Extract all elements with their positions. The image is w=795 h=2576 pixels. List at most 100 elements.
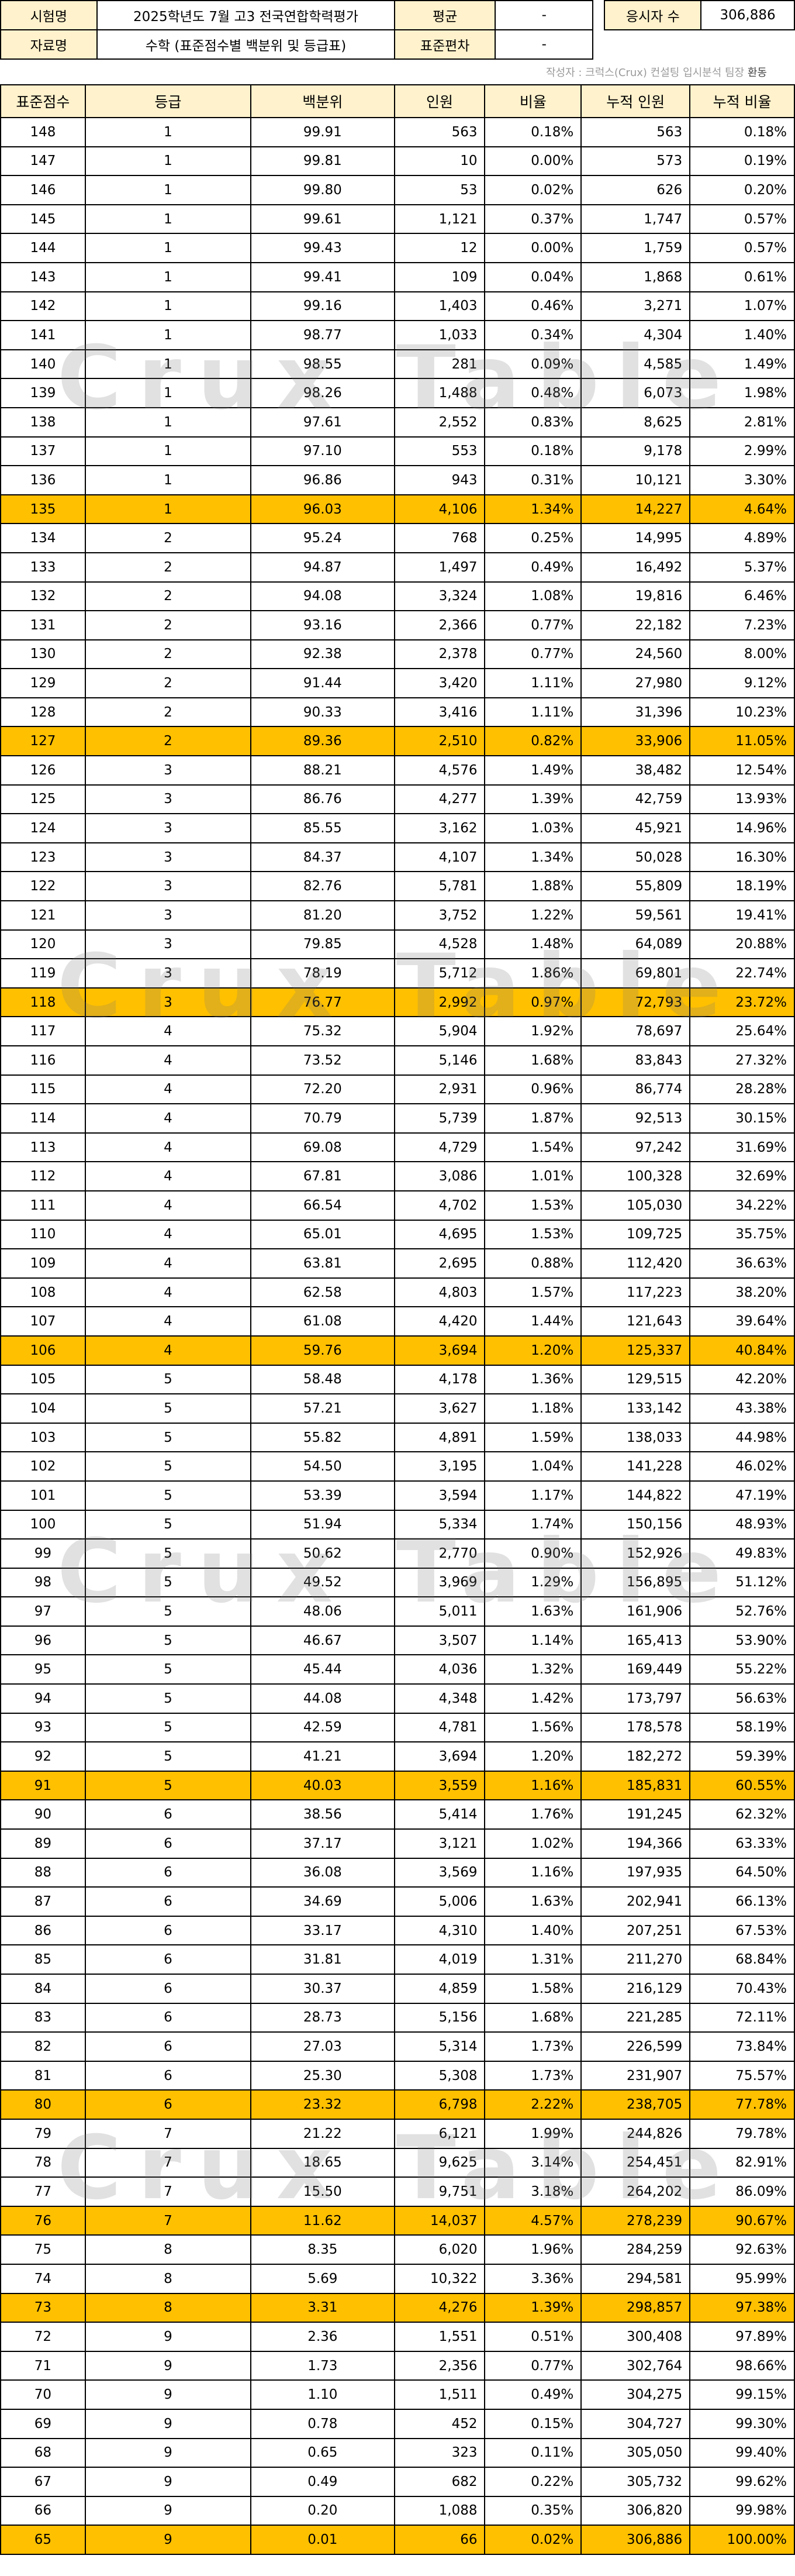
cell-standard-score: 91 xyxy=(0,1770,86,1801)
cell-grade: 9 xyxy=(84,2525,252,2555)
cell-cumulative-count: 182,272 xyxy=(580,1741,691,1772)
table-row: 65 9 0.01 66 0.02% 306,886 100.00% xyxy=(0,2525,795,2555)
cell-grade: 3 xyxy=(84,784,252,815)
table-row: 90 6 38.56 5,414 1.76% 191,245 62.32% xyxy=(0,1799,795,1830)
cell-cumulative-count: 8,625 xyxy=(580,407,691,438)
cell-count: 2,552 xyxy=(393,407,486,438)
cell-cumulative-count: 27,980 xyxy=(580,668,691,698)
cell-cumulative-count: 305,050 xyxy=(580,2437,691,2468)
cell-grade: 8 xyxy=(84,2292,252,2323)
cell-count: 4,891 xyxy=(393,1422,486,1453)
cell-percentile: 92.38 xyxy=(250,639,395,670)
cell-ratio: 1.20% xyxy=(484,1741,582,1772)
cell-count: 1,488 xyxy=(393,378,486,408)
cell-percentile: 23.32 xyxy=(250,2089,395,2120)
cell-standard-score: 118 xyxy=(0,987,86,1018)
cell-count: 5,712 xyxy=(393,958,486,989)
table-row: 134 2 95.24 768 0.25% 14,995 4.89% xyxy=(0,523,795,553)
cell-count: 3,507 xyxy=(393,1625,486,1656)
cell-grade: 3 xyxy=(84,755,252,786)
table-row: 72 9 2.36 1,551 0.51% 300,408 97.89% xyxy=(0,2322,795,2352)
cell-grade: 9 xyxy=(84,2322,252,2352)
cell-cumulative-ratio: 59.39% xyxy=(689,1741,795,1772)
cell-cumulative-ratio: 28.28% xyxy=(689,1074,795,1105)
table-row: 116 4 73.52 5,146 1.68% 83,843 27.32% xyxy=(0,1045,795,1076)
cell-count: 5,334 xyxy=(393,1509,486,1540)
cell-grade: 3 xyxy=(84,929,252,960)
exam-info-table: 시험명 2025학년도 7월 고3 전국연합학력평가 평균 - 응시자 수 30… xyxy=(0,0,795,60)
cell-cumulative-ratio: 77.78% xyxy=(689,2089,795,2120)
cell-count: 3,969 xyxy=(393,1567,486,1598)
table-row: 75 8 8.35 6,020 1.96% 284,259 92.63% xyxy=(0,2234,795,2265)
cell-cumulative-ratio: 58.19% xyxy=(689,1712,795,1743)
cell-ratio: 0.22% xyxy=(484,2467,582,2497)
cell-cumulative-ratio: 5.37% xyxy=(689,552,795,583)
cell-standard-score: 141 xyxy=(0,320,86,350)
cell-cumulative-count: 50,028 xyxy=(580,842,691,873)
cell-grade: 4 xyxy=(84,1161,252,1191)
cell-count: 3,121 xyxy=(393,1828,486,1859)
cell-ratio: 0.18% xyxy=(484,436,582,467)
cell-count: 6,798 xyxy=(393,2089,486,2120)
cell-percentile: 54.50 xyxy=(250,1451,395,1482)
table-row: 91 5 40.03 3,559 1.16% 185,831 60.55% xyxy=(0,1770,795,1801)
cell-cumulative-ratio: 68.84% xyxy=(689,1944,795,1975)
cell-grade: 4 xyxy=(84,1248,252,1279)
cell-cumulative-count: 117,223 xyxy=(580,1277,691,1308)
table-row: 88 6 36.08 3,569 1.16% 197,935 64.50% xyxy=(0,1857,795,1888)
cell-standard-score: 66 xyxy=(0,2495,86,2526)
cell-standard-score: 101 xyxy=(0,1480,86,1511)
cell-count: 4,420 xyxy=(393,1306,486,1337)
cell-standard-score: 138 xyxy=(0,407,86,438)
cell-standard-score: 96 xyxy=(0,1625,86,1656)
cell-count: 4,729 xyxy=(393,1132,486,1163)
cell-count: 281 xyxy=(393,349,486,380)
cell-cumulative-count: 9,178 xyxy=(580,436,691,467)
cell-cumulative-count: 86,774 xyxy=(580,1074,691,1105)
cell-cumulative-ratio: 4.89% xyxy=(689,523,795,553)
cell-percentile: 72.20 xyxy=(250,1074,395,1105)
cell-grade: 1 xyxy=(84,378,252,408)
cell-cumulative-ratio: 53.90% xyxy=(689,1625,795,1656)
cell-cumulative-count: 202,941 xyxy=(580,1886,691,1917)
cell-cumulative-count: 97,242 xyxy=(580,1132,691,1163)
cell-cumulative-ratio: 46.02% xyxy=(689,1451,795,1482)
cell-grade: 6 xyxy=(84,2002,252,2033)
cell-cumulative-count: 24,560 xyxy=(580,639,691,670)
cell-cumulative-ratio: 90.67% xyxy=(689,2205,795,2236)
cell-grade: 2 xyxy=(84,668,252,698)
cell-ratio: 1.34% xyxy=(484,842,582,873)
table-row: 130 2 92.38 2,378 0.77% 24,560 8.00% xyxy=(0,639,795,670)
cell-count: 3,324 xyxy=(393,581,486,612)
cell-count: 9,751 xyxy=(393,2176,486,2207)
cell-percentile: 0.01 xyxy=(250,2525,395,2555)
cell-cumulative-ratio: 6.46% xyxy=(689,581,795,612)
cell-standard-score: 144 xyxy=(0,233,86,263)
cell-percentile: 0.49 xyxy=(250,2467,395,2497)
cell-percentile: 30.37 xyxy=(250,1974,395,2004)
cell-ratio: 1.40% xyxy=(484,1915,582,1946)
cell-standard-score: 112 xyxy=(0,1161,86,1191)
cell-cumulative-ratio: 44.98% xyxy=(689,1422,795,1453)
cell-count: 2,695 xyxy=(393,1248,486,1279)
cell-grade: 4 xyxy=(84,1306,252,1337)
cell-cumulative-count: 129,515 xyxy=(580,1364,691,1395)
cell-cumulative-ratio: 35.75% xyxy=(689,1219,795,1250)
cell-grade: 6 xyxy=(84,1915,252,1946)
cell-cumulative-ratio: 79.78% xyxy=(689,2118,795,2149)
cell-count: 2,378 xyxy=(393,639,486,670)
table-row: 66 9 0.20 1,088 0.35% 306,820 99.98% xyxy=(0,2495,795,2526)
cell-cumulative-ratio: 49.83% xyxy=(689,1538,795,1569)
table-row: 82 6 27.03 5,314 1.73% 226,599 73.84% xyxy=(0,2031,795,2062)
cell-percentile: 45.44 xyxy=(250,1654,395,1685)
cell-cumulative-ratio: 31.69% xyxy=(689,1132,795,1163)
cell-cumulative-count: 31,396 xyxy=(580,697,691,728)
column-header-cumulative-count: 누적 인원 xyxy=(580,84,691,118)
table-row: 86 6 33.17 4,310 1.40% 207,251 67.53% xyxy=(0,1915,795,1946)
cell-ratio: 1.34% xyxy=(484,494,582,525)
cell-grade: 3 xyxy=(84,871,252,902)
table-row: 115 4 72.20 2,931 0.96% 86,774 28.28% xyxy=(0,1074,795,1105)
mean-label: 평균 xyxy=(394,0,496,30)
cell-cumulative-count: 150,156 xyxy=(580,1509,691,1540)
cell-percentile: 38.56 xyxy=(250,1799,395,1830)
